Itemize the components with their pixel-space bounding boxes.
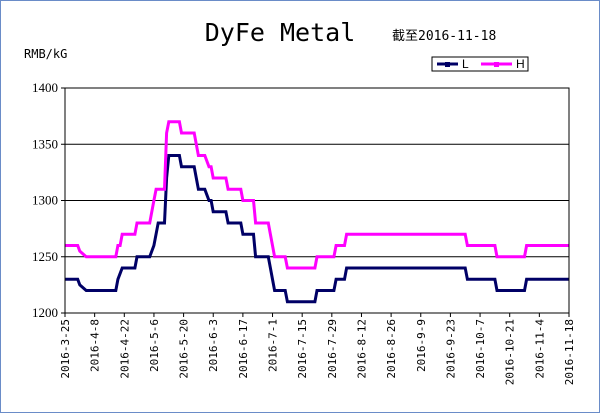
x-tick-label-6: 2016-6-17 bbox=[237, 319, 250, 379]
legend-marker-h bbox=[494, 62, 499, 67]
x-tick-label-17: 2016-11-18 bbox=[563, 319, 576, 385]
y-tick-label-1350: 1350 bbox=[32, 136, 58, 151]
x-tick-label-11: 2016-8-26 bbox=[385, 319, 398, 379]
chart-title: DyFe Metal bbox=[205, 18, 356, 47]
x-tick-label-0: 2016-3-25 bbox=[59, 319, 72, 379]
x-tick-label-3: 2016-5-6 bbox=[148, 319, 161, 372]
legend-marker-l bbox=[445, 62, 450, 67]
x-tick-label-1: 2016-4-8 bbox=[89, 319, 102, 372]
x-tick-label-4: 2016-5-20 bbox=[178, 319, 191, 379]
x-tick-label-9: 2016-7-29 bbox=[326, 319, 339, 379]
x-tick-label-10: 2016-8-12 bbox=[355, 319, 368, 379]
x-tick-label-14: 2016-10-7 bbox=[474, 319, 487, 379]
x-tick-label-5: 2016-6-3 bbox=[207, 319, 220, 372]
x-tick-label-13: 2016-9-23 bbox=[444, 319, 457, 379]
legend: L H bbox=[431, 56, 529, 72]
legend-box bbox=[431, 56, 529, 72]
y-axis-unit-label: RMB/kG bbox=[24, 47, 67, 61]
series-line-h bbox=[65, 120, 569, 270]
x-tick-label-16: 2016-11-4 bbox=[533, 319, 546, 379]
y-tick-label-1400: 1400 bbox=[32, 80, 58, 95]
legend-label-l: L bbox=[462, 57, 469, 71]
x-tick-label-7: 2016-7-1 bbox=[267, 319, 280, 372]
y-tick-label-1300: 1300 bbox=[32, 193, 58, 208]
x-tick-label-12: 2016-9-9 bbox=[415, 319, 428, 372]
chart-subtitle: 截至2016-11-18 bbox=[392, 29, 496, 44]
y-tick-label-1200: 1200 bbox=[32, 305, 58, 320]
x-tick-label-15: 2016-10-21 bbox=[504, 319, 517, 385]
x-tick-label-8: 2016-7-15 bbox=[296, 319, 309, 379]
series-line-l bbox=[65, 154, 569, 304]
legend-label-h: H bbox=[516, 57, 525, 71]
x-tick-label-2: 2016-4-22 bbox=[118, 319, 131, 379]
y-tick-label-1250: 1250 bbox=[32, 249, 58, 264]
